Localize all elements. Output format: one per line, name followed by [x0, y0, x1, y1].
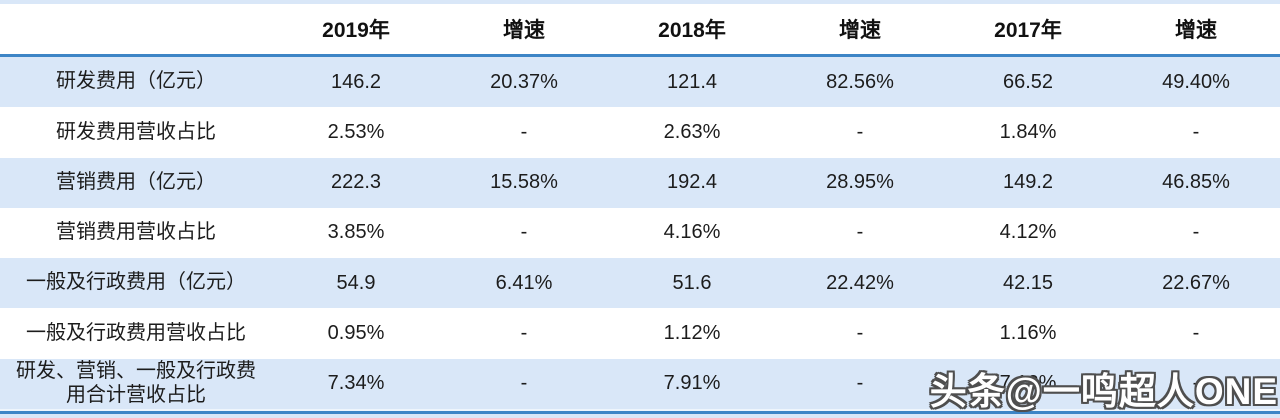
- row-label: 研发费用（亿元）: [56, 70, 216, 93]
- cell-value: 51.6: [672, 271, 712, 294]
- cell-value: -: [856, 120, 864, 143]
- cell-value: 1.16%: [999, 322, 1057, 345]
- cell-value: 82.56%: [826, 70, 894, 93]
- cell-value: -: [520, 372, 528, 395]
- row-label: 一般及行政费用（亿元）: [26, 271, 246, 294]
- cell-value: -: [1192, 372, 1200, 395]
- cell-value: 22.67%: [1162, 271, 1230, 294]
- cell-value: 2.63%: [663, 120, 721, 143]
- cell-value: 1.12%: [663, 322, 721, 345]
- cell-value: -: [520, 221, 528, 244]
- top-edge-strip: [0, 0, 1280, 4]
- row-label: 一般及行政费用营收占比: [26, 321, 246, 344]
- cell-value: 6.41%: [495, 271, 553, 294]
- cell-value: 54.9: [336, 271, 376, 294]
- cell-value: 222.3: [330, 171, 382, 194]
- cell-value: 192.4: [666, 171, 718, 194]
- cell-value: -: [520, 322, 528, 345]
- table-row-ga-ratio: 一般及行政费用营收占比 0.95% - 1.12% - 1.16% -: [0, 308, 1280, 359]
- cell-value: 4.12%: [999, 221, 1057, 244]
- cell-value: 1.84%: [999, 120, 1057, 143]
- table-row-ga-expense: 一般及行政费用（亿元） 54.9 6.41% 51.6 22.42% 42.15…: [0, 258, 1280, 309]
- row-label: 研发、营销、一般及行政费 用合计营收占比: [16, 360, 256, 406]
- table-row-marketing-ratio: 营销费用营收占比 3.85% - 4.16% - 4.12% -: [0, 207, 1280, 259]
- bottom-rule: [0, 410, 1280, 414]
- cell-value: 15.58%: [490, 171, 558, 194]
- cell-value: 66.52: [1002, 70, 1054, 93]
- table-row-marketing-expense: 营销费用（亿元） 222.3 15.58% 192.4 28.95% 149.2…: [0, 157, 1280, 208]
- bottom-edge-strip: [0, 413, 1280, 418]
- header-cell-growth-2018: 增速: [839, 19, 881, 42]
- cell-value: 20.37%: [490, 70, 558, 93]
- cell-value: -: [856, 372, 864, 395]
- cell-value: 28.95%: [826, 171, 894, 194]
- row-label: 研发费用营收占比: [56, 120, 216, 143]
- header-cell-2017: 2017年: [994, 19, 1062, 42]
- cell-value: 0.95%: [327, 322, 385, 345]
- cell-value: 146.2: [330, 70, 382, 93]
- cell-value: -: [856, 322, 864, 345]
- cell-value: 46.85%: [1162, 171, 1230, 194]
- cell-value: 22.42%: [826, 271, 894, 294]
- cell-value: 121.4: [666, 70, 718, 93]
- row-label: 营销费用营收占比: [56, 221, 216, 244]
- cell-value: 3.85%: [327, 221, 385, 244]
- table-header-row: 2019年 增速 2018年 增速 2017年 增速: [0, 4, 1280, 57]
- table-row-total-ratio: 研发、营销、一般及行政费 用合计营收占比 7.34% - 7.91% - 7.1…: [0, 358, 1280, 409]
- table-row-rd-ratio: 研发费用营收占比 2.53% - 2.63% - 1.84% -: [0, 107, 1280, 158]
- table-row-rd-expense: 研发费用（亿元） 146.2 20.37% 121.4 82.56% 66.52…: [0, 57, 1280, 108]
- bottom-gap: [0, 408, 1280, 411]
- cell-value: -: [1192, 221, 1200, 244]
- header-cell-growth-2017: 增速: [1175, 19, 1217, 42]
- cell-value: 42.15: [1002, 271, 1054, 294]
- header-cell-growth-2019: 增速: [503, 19, 545, 42]
- header-cell-2019: 2019年: [322, 19, 390, 42]
- header-cell-2018: 2018年: [658, 19, 726, 42]
- cell-value: 7.12%: [999, 372, 1057, 395]
- cell-value: 4.16%: [663, 221, 721, 244]
- row-label: 营销费用（亿元）: [56, 170, 216, 193]
- cell-value: -: [856, 221, 864, 244]
- cell-value: 2.53%: [327, 120, 385, 143]
- cell-value: -: [1192, 322, 1200, 345]
- cell-value: 49.40%: [1162, 70, 1230, 93]
- cell-value: 7.34%: [327, 372, 385, 395]
- cell-value: 7.91%: [663, 372, 721, 395]
- cell-value: 149.2: [1002, 171, 1054, 194]
- cell-value: -: [1192, 120, 1200, 143]
- cell-value: -: [520, 120, 528, 143]
